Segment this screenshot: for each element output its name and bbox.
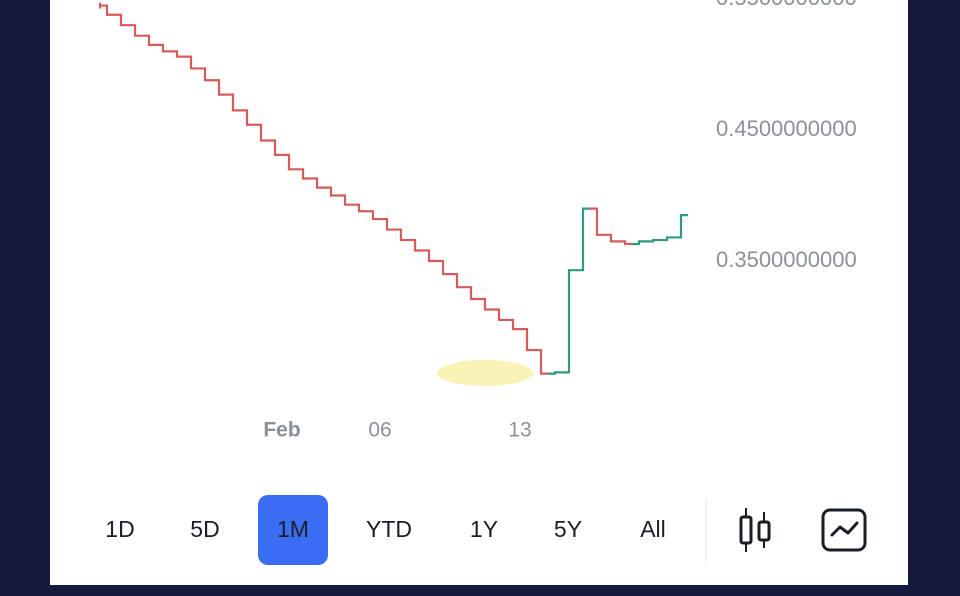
range-label: 5D bbox=[190, 516, 219, 542]
active-bg bbox=[258, 495, 328, 565]
candle bbox=[282, 153, 296, 171]
candle bbox=[576, 207, 590, 272]
range-label: All bbox=[640, 516, 666, 542]
candle bbox=[352, 203, 366, 213]
candle bbox=[450, 273, 464, 289]
range-button[interactable]: 5Y bbox=[554, 516, 582, 542]
panel bbox=[50, 0, 908, 585]
range-label: 1D bbox=[105, 516, 134, 542]
candle-icon[interactable] bbox=[739, 508, 771, 552]
x-tick-label: 06 bbox=[368, 419, 391, 442]
range-label: YTD bbox=[366, 516, 412, 542]
range-button[interactable]: 5D bbox=[190, 516, 219, 542]
candle bbox=[408, 238, 422, 252]
candle bbox=[478, 297, 492, 311]
candle bbox=[100, 4, 114, 16]
candle bbox=[506, 318, 520, 331]
candle bbox=[310, 177, 324, 189]
candle bbox=[674, 214, 688, 239]
icon-body bbox=[757, 520, 771, 542]
candle bbox=[170, 50, 184, 58]
candle bbox=[296, 168, 310, 180]
range-button[interactable]: 1M bbox=[258, 495, 328, 565]
range-button[interactable]: All bbox=[640, 516, 666, 542]
candle bbox=[184, 55, 198, 70]
line-icon[interactable] bbox=[821, 508, 867, 552]
range-label: 1M bbox=[277, 516, 309, 542]
candle bbox=[324, 186, 338, 197]
candle bbox=[548, 371, 562, 375]
candle bbox=[492, 308, 506, 322]
candle bbox=[198, 67, 212, 82]
x-tick-label: 13 bbox=[508, 419, 531, 442]
candle bbox=[534, 348, 548, 375]
candle bbox=[380, 217, 394, 231]
range-label: 1Y bbox=[470, 516, 498, 542]
candle bbox=[240, 109, 254, 126]
icon-line bbox=[830, 521, 859, 537]
x-tick-label: Feb bbox=[263, 419, 300, 442]
candle bbox=[254, 123, 268, 142]
candle bbox=[436, 259, 450, 276]
candle bbox=[660, 236, 674, 242]
candle bbox=[338, 194, 352, 206]
candle bbox=[212, 79, 226, 96]
highlight bbox=[437, 360, 533, 386]
candle bbox=[618, 240, 632, 246]
candle bbox=[366, 210, 380, 221]
candle bbox=[422, 249, 436, 263]
candle bbox=[156, 43, 170, 53]
candle bbox=[226, 93, 240, 112]
candle bbox=[394, 228, 408, 242]
range-button[interactable]: YTD bbox=[366, 516, 412, 542]
icon-frame bbox=[821, 508, 867, 552]
candle bbox=[590, 207, 604, 236]
candle bbox=[464, 286, 478, 301]
candle bbox=[562, 269, 576, 374]
y-tick-label: 0.5500000000 bbox=[716, 0, 857, 10]
candle bbox=[114, 13, 128, 27]
candle bbox=[646, 238, 660, 243]
candle bbox=[128, 24, 142, 37]
candle bbox=[632, 240, 646, 246]
candle bbox=[142, 34, 156, 46]
range-label: 5Y bbox=[554, 516, 582, 542]
y-tick-label: 0.4500000000 bbox=[716, 116, 857, 141]
candle bbox=[604, 233, 618, 243]
y-tick-label: 0.3500000000 bbox=[716, 247, 857, 272]
candle bbox=[520, 328, 534, 352]
range-button[interactable]: 1Y bbox=[470, 516, 498, 542]
candle bbox=[268, 139, 282, 156]
range-button[interactable]: 1D bbox=[105, 516, 134, 542]
icon-body bbox=[739, 515, 753, 545]
